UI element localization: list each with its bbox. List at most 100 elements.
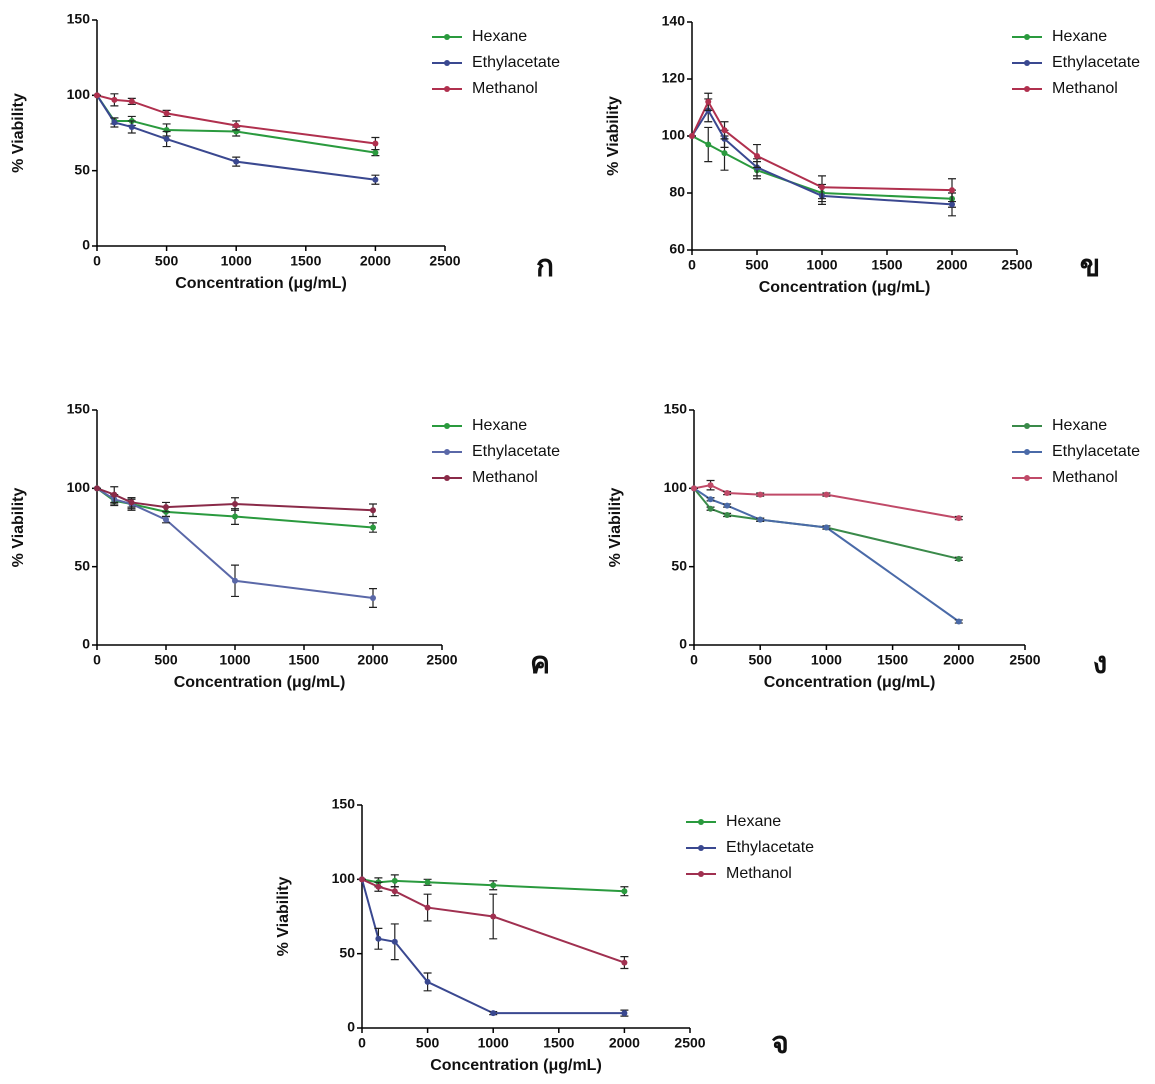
data-point <box>375 883 382 890</box>
x-tick-label: 2000 <box>943 652 974 668</box>
data-point <box>391 938 398 945</box>
data-point <box>705 98 712 105</box>
x-tick-label: 1500 <box>543 1035 574 1051</box>
legend-marker <box>444 449 450 455</box>
data-point <box>94 92 100 99</box>
data-point <box>163 516 169 523</box>
legend-marker <box>444 60 450 66</box>
y-tick-label: 50 <box>339 944 355 960</box>
x-tick-label: 2000 <box>360 253 391 269</box>
y-tick-label: 150 <box>67 11 91 27</box>
legend-marker <box>1024 86 1030 92</box>
data-point <box>128 499 135 506</box>
legend-label: Methanol <box>1052 80 1118 97</box>
data-point <box>391 888 398 895</box>
y-axis-label: % Viability <box>607 488 624 568</box>
legend-label: Methanol <box>472 469 538 486</box>
panel-label: ง <box>1093 647 1108 680</box>
y-tick-label: 150 <box>67 401 91 417</box>
data-point <box>955 618 962 625</box>
x-tick-label: 1500 <box>290 253 321 269</box>
legend-label: Ethylacetate <box>726 839 814 856</box>
x-tick-label: 2000 <box>609 1035 640 1051</box>
data-point <box>424 904 431 911</box>
series-line <box>691 135 953 200</box>
legend-marker <box>698 819 704 825</box>
x-axis-label: Concentration (μg/mL) <box>175 275 347 292</box>
panel-label: จ <box>771 1027 789 1060</box>
x-tick-label: 2000 <box>936 257 967 273</box>
x-axis-label: Concentration (μg/mL) <box>764 674 936 691</box>
y-axis-label: % Viability <box>10 93 27 173</box>
data-point <box>823 524 830 531</box>
data-point <box>372 140 379 147</box>
data-point <box>707 505 714 512</box>
data-point <box>949 201 955 208</box>
legend-marker <box>444 475 450 481</box>
x-tick-label: 0 <box>690 652 698 668</box>
x-axis-label: Concentration (μg/mL) <box>759 279 931 296</box>
data-point <box>955 515 962 522</box>
x-tick-label: 1000 <box>219 652 250 668</box>
panel-label: ก <box>536 250 554 283</box>
data-point <box>232 513 238 520</box>
legend-marker <box>444 423 450 429</box>
y-axis-label: % Viability <box>10 488 27 568</box>
data-point <box>128 98 135 105</box>
x-tick-label: 1000 <box>478 1035 509 1051</box>
data-point <box>232 577 238 584</box>
data-point <box>370 524 376 531</box>
x-tick-label: 2500 <box>426 652 457 668</box>
panel-label: ค <box>530 647 550 680</box>
data-point <box>490 882 497 889</box>
data-point <box>823 491 830 498</box>
series-line <box>693 484 959 520</box>
x-tick-label: 0 <box>358 1035 366 1051</box>
data-point <box>724 502 731 509</box>
x-tick-label: 2500 <box>674 1035 705 1051</box>
legend-marker <box>1024 60 1030 66</box>
data-point <box>233 122 240 129</box>
data-point <box>163 504 169 511</box>
data-point <box>819 184 825 191</box>
y-axis-label: % Viability <box>605 96 622 176</box>
data-point <box>724 490 731 497</box>
legend-marker <box>444 86 450 92</box>
series-line <box>691 99 953 192</box>
x-tick-label: 500 <box>155 253 179 269</box>
data-point <box>424 978 431 985</box>
legend-label: Ethylacetate <box>472 443 560 460</box>
legend-marker <box>698 871 704 877</box>
series-line <box>691 108 953 206</box>
data-point <box>490 913 497 920</box>
legend-label: Methanol <box>472 80 538 97</box>
data-point <box>724 511 731 518</box>
data-point <box>370 595 376 601</box>
x-tick-label: 1000 <box>811 652 842 668</box>
legend-label: Ethylacetate <box>1052 54 1140 71</box>
x-tick-label: 500 <box>416 1035 440 1051</box>
data-point <box>754 152 760 159</box>
legend-label: Hexane <box>726 813 781 830</box>
data-point <box>621 959 628 966</box>
y-tick-label: 100 <box>332 870 356 886</box>
x-tick-label: 0 <box>93 652 101 668</box>
x-tick-label: 1500 <box>877 652 908 668</box>
y-tick-label: 60 <box>669 241 685 257</box>
y-tick-label: 100 <box>664 479 688 495</box>
data-point <box>707 496 714 503</box>
data-point <box>370 507 376 514</box>
y-tick-label: 50 <box>74 161 90 177</box>
data-point <box>391 877 398 884</box>
legend-marker <box>1024 475 1030 481</box>
data-point <box>721 127 728 134</box>
legend-marker <box>1024 449 1030 455</box>
x-tick-label: 0 <box>93 253 101 269</box>
y-tick-label: 0 <box>82 636 90 652</box>
data-point <box>424 879 431 886</box>
y-tick-label: 150 <box>332 796 356 812</box>
data-point <box>375 935 382 942</box>
x-tick-label: 1500 <box>288 652 319 668</box>
x-tick-label: 500 <box>749 652 773 668</box>
data-point <box>689 133 695 139</box>
